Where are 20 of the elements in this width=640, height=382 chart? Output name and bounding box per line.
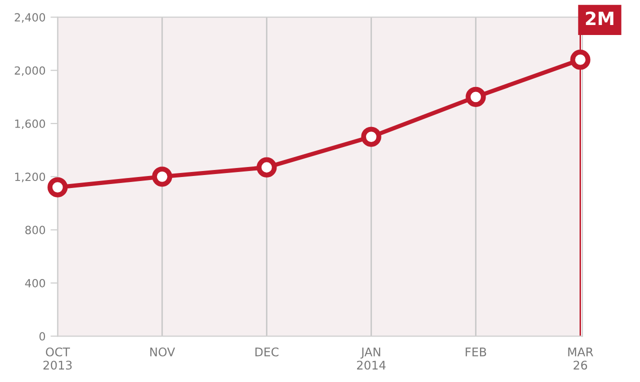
- y-tick-label: 1,200: [15, 172, 46, 182]
- y-tick-label: 0: [39, 332, 46, 341]
- x-tick-label: MAR 26: [568, 348, 594, 370]
- point: [466, 86, 486, 107]
- y-tick-label: 400: [25, 278, 46, 288]
- point: [152, 166, 172, 187]
- x-tick-label: FEB: [466, 348, 486, 356]
- x-tick-label: DEC: [255, 347, 278, 356]
- ref-line-label: 2M: [586, 12, 614, 25]
- x-tick-label: NOV: [150, 347, 176, 356]
- y-tick-label: 2,000: [14, 66, 46, 76]
- x-tick-label: OCT 2013: [43, 347, 72, 370]
- x-tick-label: JAN 2014: [357, 348, 386, 370]
- y-tick-label: 2,400: [14, 13, 46, 23]
- y-tick-label: 1,600: [15, 119, 46, 130]
- y-tick-label: 800: [25, 226, 46, 234]
- point: [361, 126, 382, 147]
- point: [48, 177, 68, 198]
- point: [256, 157, 277, 178]
- point: [570, 50, 590, 70]
